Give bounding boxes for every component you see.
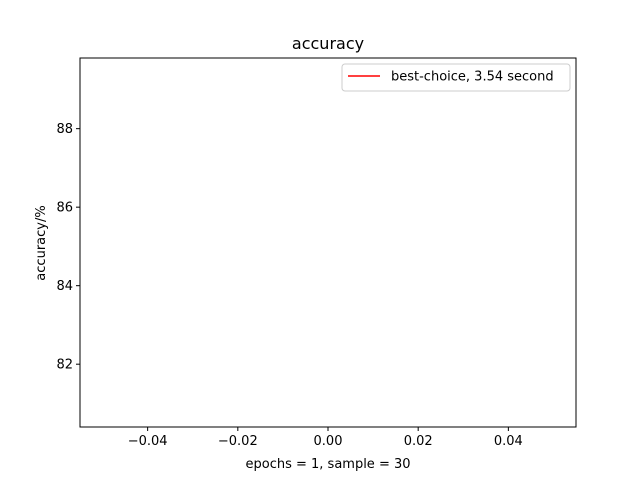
x-axis-ticks: −0.04 −0.02 0.00 0.02 0.04 — [128, 427, 523, 449]
x-tick-label: 0.00 — [314, 434, 343, 449]
x-axis-title: epochs = 1, sample = 30 — [245, 457, 410, 472]
x-tick-label: 0.02 — [404, 434, 433, 449]
y-axis-title: accuracy/% — [34, 205, 49, 280]
legend: best-choice, 3.54 second — [341, 63, 571, 92]
chart-title: accuracy — [292, 34, 364, 53]
y-tick-label: 84 — [56, 279, 73, 294]
plot-area — [79, 57, 577, 428]
y-tick-label: 82 — [56, 358, 73, 373]
legend-box — [341, 63, 571, 92]
x-tick-label: 0.04 — [494, 434, 523, 449]
x-tick-label: −0.04 — [128, 434, 168, 449]
y-axis-ticks: 82 84 86 88 — [56, 122, 80, 373]
x-tick-label: −0.02 — [218, 434, 258, 449]
y-tick-label: 86 — [56, 201, 73, 216]
legend-label: best-choice, 3.54 second — [391, 70, 554, 85]
y-tick-label: 88 — [56, 122, 73, 137]
